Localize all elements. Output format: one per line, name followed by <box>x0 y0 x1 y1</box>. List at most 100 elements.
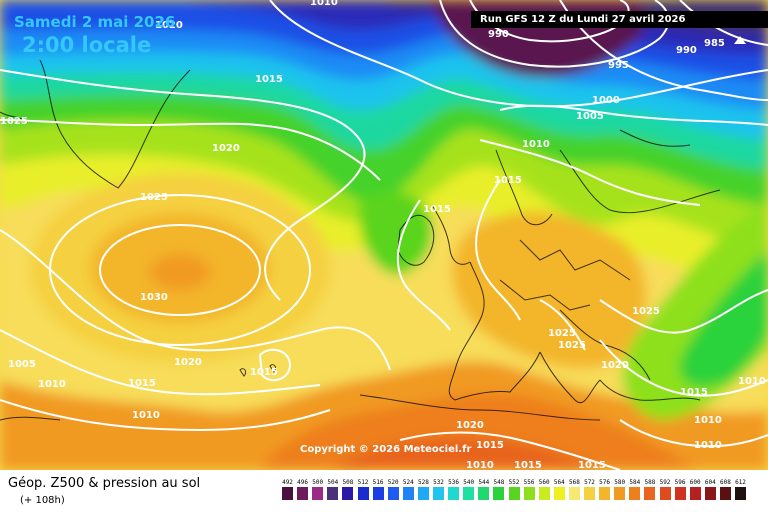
isobar-label: 1025 <box>632 306 660 317</box>
legend-step-value: 556 <box>523 479 535 486</box>
legend-step-swatch <box>387 487 399 500</box>
legend-step-value: 508 <box>342 479 354 486</box>
isobar-label: 1020 <box>212 143 240 154</box>
copyright-notice: Copyright © 2026 Meteociel.fr <box>300 444 472 455</box>
legend-step-swatch <box>478 487 490 500</box>
isobar-label: 1020 <box>155 20 183 31</box>
legend-step-swatch <box>568 487 580 500</box>
legend-step: 540 <box>463 478 475 500</box>
isobar-label: 1025 <box>548 328 576 339</box>
legend-step-value: 524 <box>402 479 414 486</box>
isobar-label: 1005 <box>8 359 36 370</box>
legend-step: 572 <box>584 478 595 500</box>
forecast-date: Samedi 2 mai 2026 <box>14 13 176 31</box>
legend-step-swatch <box>553 487 565 500</box>
legend-step-value: 528 <box>417 479 429 486</box>
legend-step-swatch <box>327 487 339 500</box>
forecast-lead-time: (+ 108h) <box>20 495 65 506</box>
isobar-label: 1025 <box>558 340 586 351</box>
legend-step-value: 520 <box>387 479 399 486</box>
legend-step: 528 <box>417 478 429 500</box>
isobar-label: 1010 <box>38 379 66 390</box>
legend-step: 496 <box>297 478 309 500</box>
legend-step: 520 <box>387 478 399 500</box>
legend-step: 500 <box>312 478 324 500</box>
legend-step-value: 492 <box>282 479 293 486</box>
legend-step: 492 <box>282 478 293 500</box>
legend-step: 556 <box>523 478 535 500</box>
legend-step-value: 580 <box>614 479 626 486</box>
legend-step-value: 568 <box>568 479 580 486</box>
legend-step-swatch <box>599 487 611 500</box>
legend-step: 544 <box>478 478 490 500</box>
color-scale-legend: 492 496 500 504 508 512 516 520 524 528 532 536 540 5… <box>282 478 751 506</box>
isobar-label: 1025 <box>0 116 28 127</box>
legend-step-value: 564 <box>553 479 565 486</box>
legend-step: 504 <box>327 478 339 500</box>
map-title: Géop. Z500 & pression au sol <box>8 476 201 491</box>
low-pressure-marker-icon <box>734 36 746 44</box>
legend-step: 568 <box>568 478 580 500</box>
isobar-label: 1015 <box>494 175 522 186</box>
legend-step-value: 588 <box>644 479 656 486</box>
legend-step: 584 <box>629 478 641 500</box>
legend-step-swatch <box>629 487 641 500</box>
forecast-local-time: 2:00 locale <box>22 33 152 57</box>
legend-step-swatch <box>584 487 595 500</box>
legend-step-swatch <box>433 487 444 500</box>
isobar-label: 985 <box>704 38 725 49</box>
legend-step: 552 <box>508 478 520 500</box>
isobar-label: 1010 <box>310 0 338 8</box>
legend-step: 612 <box>735 478 746 500</box>
isobar-label: 1020 <box>456 420 484 431</box>
isobar-label: 1015 <box>128 378 156 389</box>
legend-step-swatch <box>674 487 686 500</box>
legend-step-value: 600 <box>689 479 701 486</box>
isobar-label: 1010 <box>466 460 494 470</box>
legend-step-swatch <box>659 487 671 500</box>
legend-step-value: 560 <box>538 479 550 486</box>
legend-step-swatch <box>508 487 520 500</box>
model-run-label: Run GFS 12 Z du Lundi 27 avril 2026 <box>471 11 768 28</box>
isobar-label: 1020 <box>174 357 202 368</box>
legend-step-value: 596 <box>674 479 686 486</box>
legend-step-value: 544 <box>478 479 490 486</box>
legend-step-swatch <box>282 487 293 500</box>
legend-step: 564 <box>553 478 565 500</box>
isobar-label: 1005 <box>576 111 604 122</box>
legend-step-value: 516 <box>372 479 384 486</box>
legend-step-swatch <box>614 487 626 500</box>
legend-step: 604 <box>704 478 716 500</box>
legend-step: 592 <box>659 478 671 500</box>
legend-step: 560 <box>538 478 550 500</box>
legend-step: 608 <box>719 478 731 500</box>
legend-step-swatch <box>342 487 354 500</box>
isobar-label: 1030 <box>140 292 168 303</box>
isobar-label: 990 <box>488 29 509 40</box>
legend-step-value: 604 <box>704 479 716 486</box>
legend-step-swatch <box>689 487 701 500</box>
isobar-label: 1025 <box>140 192 168 203</box>
legend-step-swatch <box>297 487 309 500</box>
legend-step-value: 512 <box>357 479 369 486</box>
isobar-label: 1015 <box>476 440 504 451</box>
legend-step-swatch <box>538 487 550 500</box>
legend-step-value: 572 <box>584 479 595 486</box>
legend-step: 532 <box>433 478 444 500</box>
legend-step: 536 <box>448 478 460 500</box>
map-footer: Géop. Z500 & pression au sol (+ 108h) 49… <box>0 470 768 512</box>
isobar-label: 1015 <box>250 367 278 378</box>
legend-step-swatch <box>523 487 535 500</box>
legend-step: 588 <box>644 478 656 500</box>
legend-step: 600 <box>689 478 701 500</box>
legend-step-swatch <box>719 487 731 500</box>
legend-step-swatch <box>704 487 716 500</box>
isobar-labels: 1010 1020 1025 1015 1020 1025 1030 1010 … <box>0 0 766 470</box>
legend-step-value: 500 <box>312 479 324 486</box>
legend-step: 596 <box>674 478 686 500</box>
legend-step-value: 584 <box>629 479 641 486</box>
legend-step-swatch <box>417 487 429 500</box>
legend-step-value: 532 <box>433 479 444 486</box>
legend-step-value: 496 <box>297 479 309 486</box>
legend-step-swatch <box>448 487 460 500</box>
